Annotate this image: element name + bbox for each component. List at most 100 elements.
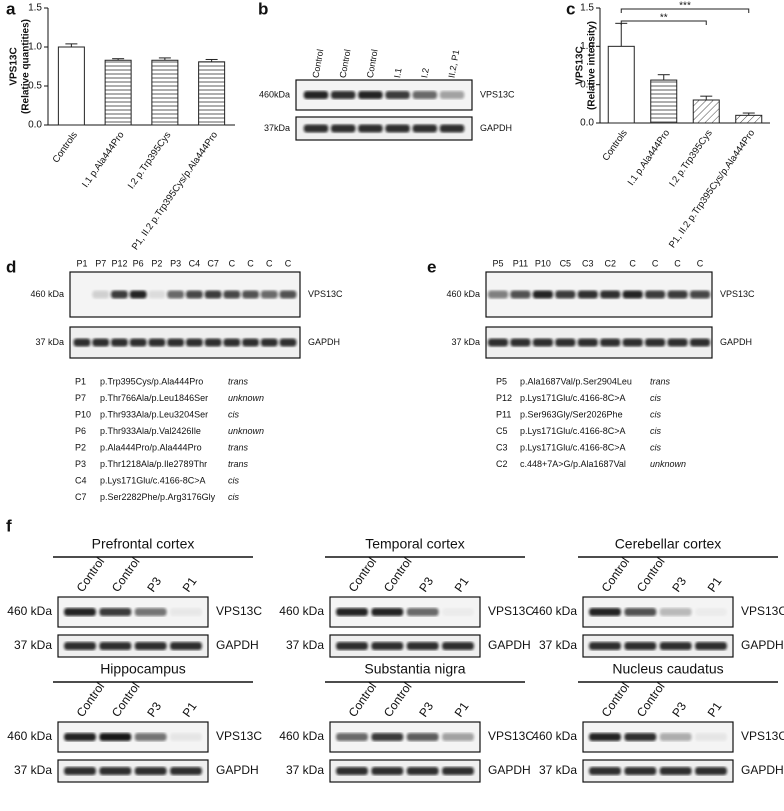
significance-label: ** xyxy=(660,13,668,24)
variant-cell: p.Ala444Pro/p.Ala444Pro xyxy=(100,442,202,452)
lane-label: C xyxy=(266,258,273,268)
protein-label: GAPDH xyxy=(216,763,259,777)
lane-label: I.1 xyxy=(392,67,404,79)
protein-label: GAPDH xyxy=(488,763,531,777)
band xyxy=(170,642,202,650)
band xyxy=(442,642,474,650)
protein-label: VPS13C xyxy=(308,289,343,299)
variant-cell: p.Thr933Ala/p.Leu3204Ser xyxy=(100,409,208,419)
lane-label: C5 xyxy=(560,258,572,268)
significance-bracket xyxy=(620,8,750,13)
band xyxy=(577,290,598,299)
lane-label: P3 xyxy=(669,699,689,719)
variant-cell: p.Thr1218Ala/p.Ile2789Thr xyxy=(100,459,207,469)
lane-label: C xyxy=(285,258,292,268)
band xyxy=(167,290,185,299)
band xyxy=(589,733,621,741)
band xyxy=(185,338,203,347)
band xyxy=(371,733,404,741)
lane-label: C3 xyxy=(582,258,594,268)
bar xyxy=(57,46,85,126)
protein-label: GAPDH xyxy=(480,123,512,133)
protein-label: VPS13C xyxy=(741,604,784,618)
band xyxy=(555,290,576,299)
band xyxy=(439,91,465,99)
blot-title: Prefrontal cortex xyxy=(92,536,195,552)
marker-label: 460kDa xyxy=(259,89,290,99)
bar xyxy=(607,45,635,124)
band xyxy=(170,733,202,741)
lane-label: P1 xyxy=(705,699,725,719)
panel-label: f xyxy=(6,516,12,535)
variant-cell: p.Thr933Ala/p.Val2426Ile xyxy=(100,426,201,436)
band xyxy=(577,338,598,347)
band xyxy=(659,608,692,616)
band xyxy=(64,642,96,650)
variant-cell: C2 xyxy=(496,459,508,469)
lane-label: P3 xyxy=(144,699,164,719)
marker-label: 37 kDa xyxy=(14,763,52,777)
variant-cell: cis xyxy=(650,442,661,452)
lane-label: Control xyxy=(74,680,108,720)
band xyxy=(442,733,474,741)
band xyxy=(242,290,259,299)
band xyxy=(555,338,576,347)
band xyxy=(242,338,259,347)
marker-label: 460 kDa xyxy=(532,729,577,743)
band xyxy=(442,608,474,616)
lane-label: P3 xyxy=(669,574,689,594)
band xyxy=(170,608,202,616)
lane-label: Control xyxy=(338,48,353,78)
band xyxy=(148,290,166,299)
variant-cell: unknown xyxy=(228,426,264,436)
band xyxy=(260,290,278,299)
lane-label: P1 xyxy=(180,699,200,719)
band xyxy=(358,91,383,99)
band xyxy=(336,608,368,616)
blot-title: Substantia nigra xyxy=(364,661,465,677)
band xyxy=(406,733,439,741)
x-tick-label: I.2 p.Trp395Cys xyxy=(126,130,174,192)
protein-label: VPS13C xyxy=(741,729,784,743)
lane-label: Control xyxy=(381,680,415,720)
variant-cell: C5 xyxy=(496,426,508,436)
y-tick-label: 1.5 xyxy=(580,3,594,14)
variant-cell: P1 xyxy=(75,376,86,386)
panel-label: e xyxy=(427,257,436,276)
x-tick-label: I.2 p.Trp395Cys xyxy=(667,128,715,190)
band xyxy=(223,290,241,299)
band xyxy=(510,338,531,347)
band xyxy=(330,91,356,99)
bar xyxy=(735,114,763,124)
band xyxy=(303,91,329,99)
band xyxy=(589,767,621,775)
variant-cell: cis xyxy=(228,492,239,502)
lane-label: Control xyxy=(599,555,633,595)
blot-title: Hippocampus xyxy=(100,661,186,677)
band xyxy=(204,290,222,299)
bar xyxy=(650,79,678,124)
lane-label: P6 xyxy=(133,258,144,268)
protein-label: GAPDH xyxy=(216,638,259,652)
band xyxy=(336,767,368,775)
protein-label: GAPDH xyxy=(720,337,752,347)
variant-cell: p.Ser2282Phe/p.Arg3176Gly xyxy=(100,492,216,502)
lane-label: P3 xyxy=(144,574,164,594)
lane-label: C7 xyxy=(207,258,219,268)
band xyxy=(624,642,657,650)
variant-cell: cis xyxy=(650,393,661,403)
band xyxy=(92,290,110,299)
marker-label: 37 kDa xyxy=(539,638,577,652)
y-tick-label: 1.0 xyxy=(580,41,594,52)
lane-label: P5 xyxy=(492,258,503,268)
band xyxy=(358,124,383,133)
protein-label: VPS13C xyxy=(488,729,534,743)
band xyxy=(667,338,688,347)
variant-cell: unknown xyxy=(228,393,264,403)
variant-cell: C4 xyxy=(75,475,87,485)
panel-label: d xyxy=(6,257,16,276)
lane-label: P3 xyxy=(170,258,181,268)
lane-label: P1 xyxy=(76,258,87,268)
variant-cell: p.Trp395Cys/p.Ala444Pro xyxy=(100,376,203,386)
marker-label: 460 kDa xyxy=(7,604,52,618)
